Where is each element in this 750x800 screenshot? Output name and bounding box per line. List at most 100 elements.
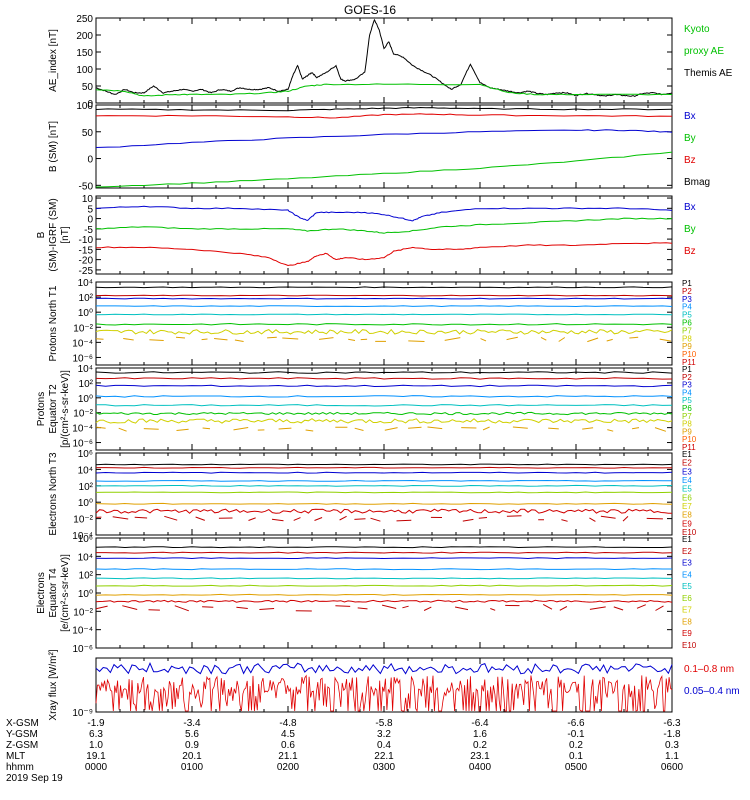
y-tick-label: -10 bbox=[79, 235, 94, 246]
series-line bbox=[96, 404, 673, 407]
date-label: 2019 Sep 19 bbox=[6, 773, 63, 784]
x-row-value: 0200 bbox=[277, 762, 300, 773]
series-fragments bbox=[95, 426, 667, 432]
x-row-value: -3.4 bbox=[183, 718, 201, 729]
legend-entry: E1 bbox=[682, 535, 692, 544]
legend-entry: E6 bbox=[682, 493, 692, 502]
legend-entry: P9 bbox=[682, 427, 692, 436]
series-line bbox=[95, 411, 673, 416]
y-tick-label: 10⁴ bbox=[78, 552, 93, 563]
series-line bbox=[95, 205, 673, 222]
legend-entry: Bx bbox=[684, 202, 696, 213]
legend-entry: P5 bbox=[682, 396, 692, 405]
legend-entry: E6 bbox=[682, 594, 692, 603]
y-tick-label: 0 bbox=[87, 215, 93, 226]
series-line bbox=[95, 322, 673, 326]
x-row-label: X-GSM bbox=[6, 718, 39, 729]
x-row-value: 0.4 bbox=[377, 740, 391, 751]
y-tick-label: 0 bbox=[87, 155, 93, 166]
x-row-label: Z-GSM bbox=[6, 740, 38, 751]
series-fragments bbox=[95, 603, 664, 612]
x-row-value: 0.6 bbox=[281, 740, 295, 751]
legend-entry: 0.1–0.8 nm bbox=[684, 664, 734, 675]
y-axis-label: Electrons North T3 bbox=[48, 452, 59, 536]
y-axis-label: [nT] bbox=[60, 226, 71, 243]
legend-entry: 0.05–0.4 nm bbox=[684, 686, 740, 697]
legend-entry: P5 bbox=[682, 311, 692, 320]
series-line bbox=[95, 593, 673, 596]
series-line bbox=[95, 577, 673, 580]
x-row-label: hhmm bbox=[6, 762, 34, 773]
y-tick-label: 50 bbox=[82, 82, 94, 93]
series-line bbox=[95, 557, 673, 560]
y-tick-label: -5 bbox=[84, 225, 93, 236]
x-row-value: 1.0 bbox=[89, 740, 103, 751]
x-row-value: -1.9 bbox=[87, 718, 105, 729]
series-line bbox=[95, 328, 673, 335]
legend-entry: P6 bbox=[682, 319, 692, 328]
x-row-value: 23.1 bbox=[470, 751, 490, 762]
y-tick-label: 150 bbox=[76, 48, 93, 59]
y-axis-label: AE_index [nT] bbox=[48, 29, 59, 92]
series-line bbox=[96, 551, 673, 554]
legend-entry: P3 bbox=[682, 295, 692, 304]
series-line bbox=[95, 674, 673, 713]
series-line bbox=[95, 484, 673, 487]
y-tick-label: 10⁻⁴ bbox=[72, 626, 93, 637]
x-row-label: Y-GSM bbox=[6, 729, 38, 740]
x-row-value: 3.2 bbox=[377, 729, 391, 740]
y-tick-label: 10⁻⁶ bbox=[72, 353, 93, 364]
series-line bbox=[95, 129, 673, 148]
xray-panel: 10⁻⁹ Xray flux [W/m²] 0.1–0.8 nm 0.05–0.4 n… bbox=[48, 649, 740, 720]
y-tick-label: 10⁶ bbox=[78, 534, 93, 545]
x-row-value: 0.9 bbox=[185, 740, 199, 751]
legend-entry: P1 bbox=[682, 279, 692, 288]
series-line bbox=[95, 599, 673, 603]
legend-entry: E7 bbox=[682, 606, 692, 615]
y-axis-label: B (SM) [nT] bbox=[48, 121, 59, 172]
y-tick-label: 10² bbox=[79, 571, 94, 582]
series-line bbox=[95, 113, 673, 119]
series-line bbox=[95, 546, 673, 549]
series-line bbox=[95, 662, 673, 675]
legend-entry: P2 bbox=[682, 373, 692, 382]
legend-entry: E1 bbox=[682, 450, 692, 459]
legend-entry: E8 bbox=[682, 617, 692, 626]
x-row-value: 1.6 bbox=[473, 729, 487, 740]
y-tick-label: 100 bbox=[76, 65, 93, 76]
y-tick-label: -20 bbox=[79, 256, 94, 267]
legend-entry: Bz bbox=[684, 246, 696, 257]
series-line bbox=[95, 384, 673, 388]
series-line bbox=[95, 106, 673, 112]
series-line bbox=[95, 18, 673, 97]
protons-t2-panel: 10⁴ 10² 10⁰ 10⁻² 10⁻⁴ 10⁻⁶ Protons Equator T2 [p… bbox=[36, 364, 697, 452]
legend-entry: E5 bbox=[682, 485, 692, 494]
x-row-value: 0600 bbox=[661, 762, 684, 773]
x-row-label: MLT bbox=[6, 751, 25, 762]
legend-entry: E9 bbox=[682, 519, 692, 528]
legend-entry: P8 bbox=[682, 334, 692, 343]
legend-entry: P4 bbox=[682, 388, 692, 397]
x-row-value: 0.2 bbox=[569, 740, 583, 751]
x-axis-table: X-GSM -1.9 -3.4 -4.8 -5.8 -6.4 -6.6 -6.3 Y-GSM 6.… bbox=[6, 718, 684, 784]
y-axis-label: Xray flux [W/m²] bbox=[48, 649, 59, 720]
series-line bbox=[95, 479, 672, 482]
x-row-value: 0000 bbox=[85, 762, 108, 773]
y-tick-label: -25 bbox=[79, 266, 94, 277]
x-row-value: 0500 bbox=[565, 762, 588, 773]
x-row-value: 0.1 bbox=[569, 751, 583, 762]
x-row-value: 0100 bbox=[181, 762, 204, 773]
legend-entry: E7 bbox=[682, 502, 692, 511]
legend-entry: P11 bbox=[682, 443, 696, 452]
electrons-t4-panel-frame bbox=[95, 537, 673, 649]
protons-t1-panel-frame bbox=[95, 281, 673, 366]
series-line bbox=[95, 395, 673, 398]
y-tick-label: 10⁻² bbox=[73, 515, 93, 526]
x-row-value: 22.1 bbox=[374, 751, 394, 762]
legend-entry: E5 bbox=[682, 582, 692, 591]
y-tick-label: 10⁻² bbox=[73, 409, 93, 420]
x-row-value: 1.1 bbox=[665, 751, 679, 762]
y-tick-label: -50 bbox=[79, 181, 94, 192]
y-tick-label: 5 bbox=[87, 204, 93, 215]
